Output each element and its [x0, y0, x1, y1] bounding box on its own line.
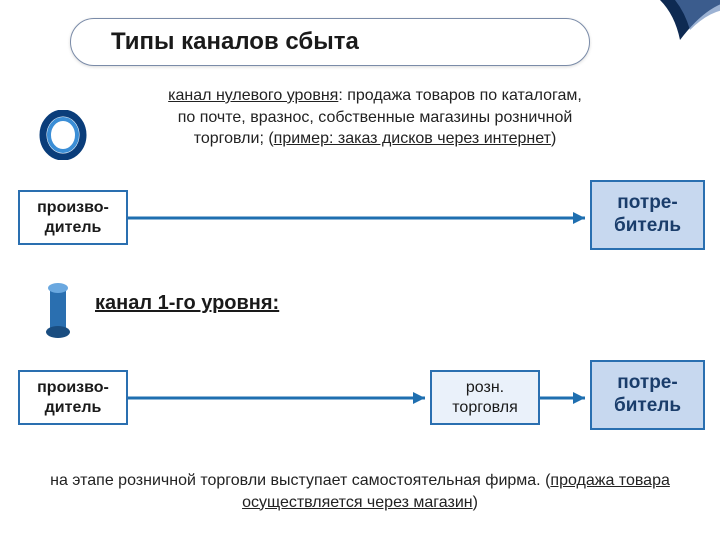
node-producer0: произво-дитель: [18, 190, 128, 245]
page-title: Типы каналов сбыта: [111, 28, 359, 56]
arrow: [126, 388, 443, 408]
channel-one-label: канал 1-го уровня:: [95, 292, 279, 315]
channel-zero-description: канал нулевого уровня: продажа товаров п…: [100, 85, 650, 150]
ring-zero-icon: [38, 110, 88, 160]
node-consumer1: потре-битель: [590, 360, 705, 430]
node-producer1: произво-дитель: [18, 370, 128, 425]
arrow: [126, 208, 603, 228]
corner-decoration: [620, 0, 720, 60]
channel-zero-lead: канал нулевого уровня: [168, 87, 338, 104]
node-retail1: розн.торговля: [430, 370, 540, 425]
footer-description: на этапе розничной торговли выступает са…: [30, 470, 690, 513]
title-bar: Типы каналов сбыта: [70, 18, 590, 66]
column-one-icon: [38, 280, 78, 340]
node-consumer0: потре-битель: [590, 180, 705, 250]
